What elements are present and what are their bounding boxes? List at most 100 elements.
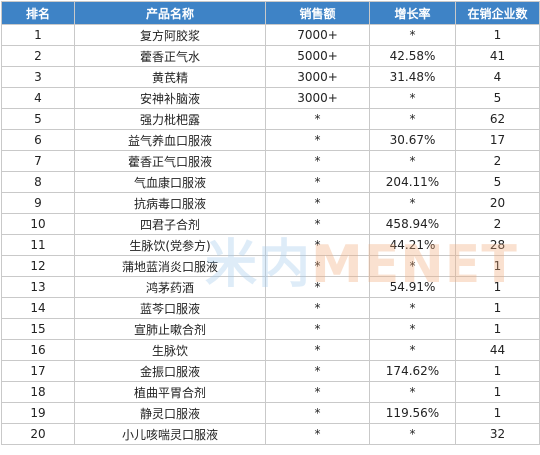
cell-growth-rate: * (369, 339, 456, 361)
cell-company-count: 1 (455, 318, 540, 340)
cell-sales: * (265, 150, 370, 172)
cell-company-count: 1 (455, 402, 540, 424)
cell-company-count: 1 (455, 360, 540, 382)
cell-sales: * (265, 381, 370, 403)
header-sales: 销售额 (265, 1, 370, 25)
cell-growth-rate: 458.94% (369, 213, 456, 235)
cell-company-count: 5 (455, 171, 540, 193)
cell-product-name: 安神补脑液 (74, 87, 266, 109)
cell-sales: * (265, 318, 370, 340)
cell-company-count: 4 (455, 66, 540, 88)
cell-company-count: 32 (455, 423, 540, 445)
table-row: 3 黄芪精 3000+ 31.48% 4 (1, 66, 540, 88)
cell-company-count: 17 (455, 129, 540, 151)
table-row: 7 藿香正气口服液 * * 2 (1, 150, 540, 172)
cell-company-count: 2 (455, 213, 540, 235)
cell-sales: 7000+ (265, 24, 370, 46)
table-row: 9 抗病毒口服液 * * 20 (1, 192, 540, 214)
cell-sales: * (265, 108, 370, 130)
cell-growth-rate: 42.58% (369, 45, 456, 67)
cell-rank: 3 (1, 66, 75, 88)
cell-growth-rate: 204.11% (369, 171, 456, 193)
cell-sales: 3000+ (265, 87, 370, 109)
cell-rank: 10 (1, 213, 75, 235)
cell-sales: * (265, 276, 370, 298)
cell-sales: * (265, 171, 370, 193)
table-row: 1 复方阿胶浆 7000+ * 1 (1, 24, 540, 46)
cell-product-name: 生脉饮(党参方) (74, 234, 266, 256)
cell-product-name: 金振口服液 (74, 360, 266, 382)
cell-growth-rate: 30.67% (369, 129, 456, 151)
cell-rank: 11 (1, 234, 75, 256)
cell-company-count: 1 (455, 381, 540, 403)
cell-company-count: 2 (455, 150, 540, 172)
cell-rank: 5 (1, 108, 75, 130)
cell-rank: 20 (1, 423, 75, 445)
table-row: 4 安神补脑液 3000+ * 5 (1, 87, 540, 109)
header-product-name: 产品名称 (74, 1, 266, 25)
cell-rank: 19 (1, 402, 75, 424)
cell-growth-rate: * (369, 87, 456, 109)
header-growth-rate: 增长率 (369, 1, 456, 25)
cell-company-count: 1 (455, 276, 540, 298)
cell-growth-rate: 54.91% (369, 276, 456, 298)
cell-product-name: 抗病毒口服液 (74, 192, 266, 214)
cell-growth-rate: 44.21% (369, 234, 456, 256)
cell-product-name: 气血康口服液 (74, 171, 266, 193)
table-row: 18 植曲平胃合剂 * * 1 (1, 381, 540, 403)
table-row: 2 藿香正气水 5000+ 42.58% 41 (1, 45, 540, 67)
ranking-table: 排名 产品名称 销售额 增长率 在销企业数 1 复方阿胶浆 7000+ * 1 2 藿香正气… (1, 1, 540, 445)
cell-growth-rate: 31.48% (369, 66, 456, 88)
cell-rank: 6 (1, 129, 75, 151)
table-row: 19 静灵口服液 * 119.56% 1 (1, 402, 540, 424)
cell-product-name: 静灵口服液 (74, 402, 266, 424)
cell-company-count: 5 (455, 87, 540, 109)
cell-sales: * (265, 423, 370, 445)
cell-product-name: 生脉饮 (74, 339, 266, 361)
cell-product-name: 四君子合剂 (74, 213, 266, 235)
cell-product-name: 藿香正气水 (74, 45, 266, 67)
table-row: 10 四君子合剂 * 458.94% 2 (1, 213, 540, 235)
header-company-count: 在销企业数 (455, 1, 540, 25)
cell-growth-rate: * (369, 108, 456, 130)
cell-product-name: 宣肺止嗽合剂 (74, 318, 266, 340)
cell-rank: 8 (1, 171, 75, 193)
cell-sales: * (265, 234, 370, 256)
cell-sales: 5000+ (265, 45, 370, 67)
cell-growth-rate: * (369, 24, 456, 46)
cell-company-count: 44 (455, 339, 540, 361)
cell-growth-rate: * (369, 255, 456, 277)
cell-company-count: 62 (455, 108, 540, 130)
cell-product-name: 蓝芩口服液 (74, 297, 266, 319)
cell-growth-rate: 174.62% (369, 360, 456, 382)
cell-rank: 16 (1, 339, 75, 361)
cell-product-name: 藿香正气口服液 (74, 150, 266, 172)
cell-company-count: 1 (455, 255, 540, 277)
cell-product-name: 益气养血口服液 (74, 129, 266, 151)
cell-growth-rate: * (369, 297, 456, 319)
cell-sales: * (265, 213, 370, 235)
cell-sales: 3000+ (265, 66, 370, 88)
cell-product-name: 黄芪精 (74, 66, 266, 88)
cell-sales: * (265, 402, 370, 424)
cell-rank: 18 (1, 381, 75, 403)
table-row: 6 益气养血口服液 * 30.67% 17 (1, 129, 540, 151)
cell-company-count: 20 (455, 192, 540, 214)
cell-rank: 1 (1, 24, 75, 46)
header-rank: 排名 (1, 1, 75, 25)
cell-rank: 2 (1, 45, 75, 67)
cell-sales: * (265, 192, 370, 214)
cell-product-name: 复方阿胶浆 (74, 24, 266, 46)
cell-rank: 9 (1, 192, 75, 214)
cell-rank: 7 (1, 150, 75, 172)
table-row: 17 金振口服液 * 174.62% 1 (1, 360, 540, 382)
table-row: 8 气血康口服液 * 204.11% 5 (1, 171, 540, 193)
cell-growth-rate: * (369, 423, 456, 445)
cell-product-name: 强力枇杷露 (74, 108, 266, 130)
cell-growth-rate: * (369, 192, 456, 214)
table-row: 12 蒲地蓝消炎口服液 * * 1 (1, 255, 540, 277)
table-row: 13 鸿茅药酒 * 54.91% 1 (1, 276, 540, 298)
cell-sales: * (265, 360, 370, 382)
table-row: 15 宣肺止嗽合剂 * * 1 (1, 318, 540, 340)
cell-product-name: 植曲平胃合剂 (74, 381, 266, 403)
